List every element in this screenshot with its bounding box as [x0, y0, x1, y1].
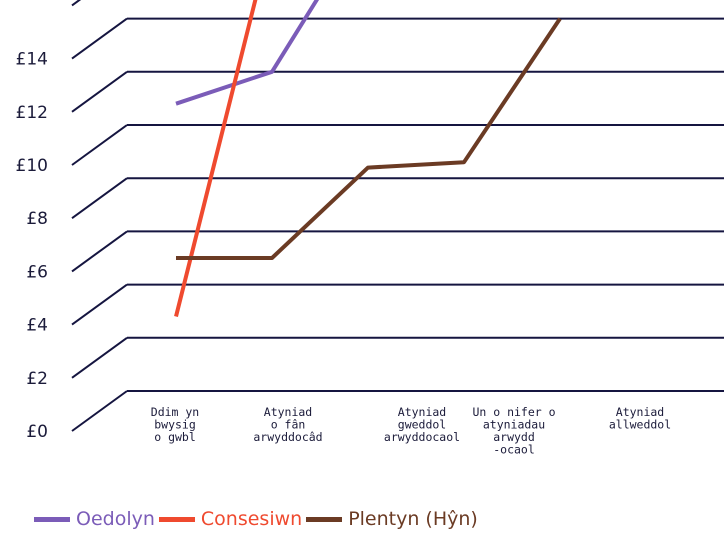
- gridline-depth: [71, 283, 128, 326]
- gridline-depth: [71, 390, 128, 432]
- legend-swatch-oedolyn: [34, 516, 70, 522]
- y-tick-label: £4: [26, 316, 48, 336]
- x-category-label: Atyniad gweddol arwyddocaol: [384, 405, 460, 444]
- y-axis-tick-labels: £0 £2 £4 £6 £8 £10 £12 £14: [16, 50, 48, 442]
- series-line-2: [176, 17, 562, 260]
- legend: Oedolyn Consesiwn Plentyn (Hŷn): [34, 508, 482, 530]
- y-tick-label: £0: [26, 422, 48, 442]
- gridline-depth: [71, 230, 128, 273]
- y-tick-label: £12: [16, 103, 48, 123]
- series-line-1: [174, 0, 258, 317]
- x-category-label: Un o nifer o atyniadau arwydd -ocaol: [472, 405, 555, 457]
- x-axis-category-labels: Ddim yn bwysig o gwbl Atyniad o fân arwyddocâ…: [151, 405, 671, 457]
- legend-label-plentyn-hyn: Plentyn (Hŷn): [348, 508, 478, 530]
- gridline-depth: [71, 70, 128, 113]
- gridline-depth: [71, 124, 128, 166]
- legend-item-consesiwn: Consesiwn: [158, 508, 303, 530]
- legend-label-oedolyn: Oedolyn: [76, 508, 155, 530]
- gridline-depth: [71, 0, 82, 7]
- gridline-depth: [71, 17, 128, 60]
- y-tick-label: £2: [26, 369, 48, 389]
- x-category-label: Atyniad o fân arwyddocâd: [253, 405, 322, 444]
- legend-swatch-plentyn-hyn: [306, 516, 343, 522]
- x-category-label: Atyniad allweddol: [609, 405, 671, 432]
- y-tick-label: £14: [16, 50, 48, 70]
- legend-item-oedolyn: Oedolyn: [34, 508, 155, 530]
- legend-label-consesiwn: Consesiwn: [200, 508, 303, 530]
- y-tick-label: £8: [26, 209, 48, 229]
- series-line-0: [175, 0, 320, 106]
- series-lines: [174, 0, 562, 317]
- gridline-depth: [71, 177, 128, 220]
- legend-swatch-consesiwn: [158, 516, 195, 522]
- gridlines: [71, 0, 724, 432]
- gridline-depth: [71, 336, 128, 379]
- y-tick-label: £10: [16, 156, 48, 176]
- x-category-label: Ddim yn bwysig o gwbl: [151, 405, 199, 444]
- legend-item-plentyn-hyn: Plentyn (Hŷn): [306, 508, 478, 530]
- y-tick-label: £6: [26, 262, 48, 282]
